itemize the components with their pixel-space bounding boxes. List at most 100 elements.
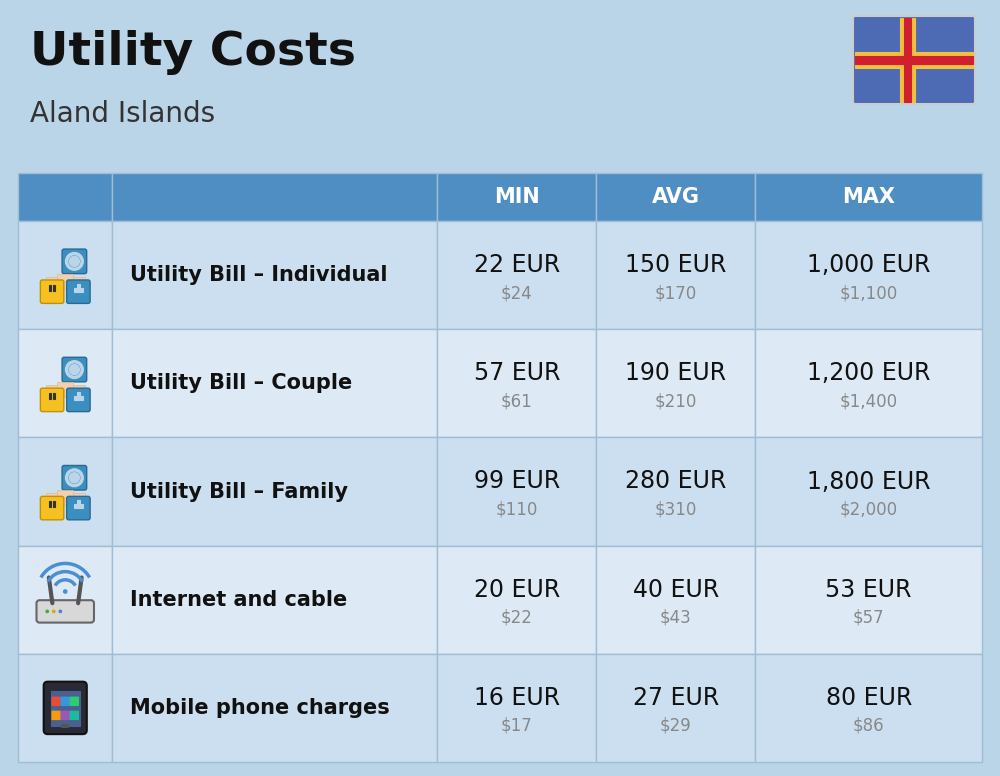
Bar — [74, 396, 83, 400]
Text: $1,100: $1,100 — [840, 284, 898, 302]
Text: 40 EUR: 40 EUR — [633, 577, 719, 601]
Text: $24: $24 — [501, 284, 533, 302]
Text: 80 EUR: 80 EUR — [826, 686, 912, 710]
Bar — [112, 546, 437, 654]
Text: Utility Bill – Individual: Utility Bill – Individual — [130, 265, 388, 285]
FancyBboxPatch shape — [62, 357, 87, 382]
Text: $210: $210 — [655, 393, 697, 411]
Bar — [18, 173, 112, 221]
Text: $110: $110 — [496, 501, 538, 518]
Bar — [596, 221, 755, 329]
Text: 280 EUR: 280 EUR — [625, 469, 727, 494]
Text: MIN: MIN — [494, 187, 540, 207]
Bar — [61, 724, 69, 728]
Text: Mobile phone charges: Mobile phone charges — [130, 698, 390, 718]
Text: 53 EUR: 53 EUR — [825, 577, 912, 601]
Bar — [53, 501, 55, 507]
FancyBboxPatch shape — [67, 280, 90, 303]
Circle shape — [45, 609, 49, 613]
Bar — [77, 392, 80, 399]
Bar — [596, 438, 755, 546]
FancyBboxPatch shape — [67, 497, 90, 520]
FancyBboxPatch shape — [40, 388, 64, 411]
Bar — [73, 277, 85, 282]
Bar — [73, 385, 85, 390]
Text: $61: $61 — [501, 393, 533, 411]
Text: MAX: MAX — [842, 187, 895, 207]
Bar — [46, 494, 57, 498]
Bar — [18, 654, 112, 762]
Bar — [77, 284, 80, 291]
Bar — [755, 438, 982, 546]
Text: $22: $22 — [501, 608, 533, 627]
Bar — [57, 382, 73, 397]
Bar — [437, 173, 596, 221]
Bar — [755, 329, 982, 438]
Circle shape — [69, 255, 80, 267]
Text: $1,400: $1,400 — [840, 393, 898, 411]
Bar — [112, 438, 437, 546]
FancyBboxPatch shape — [40, 497, 64, 520]
Bar — [855, 56, 973, 64]
Bar — [53, 285, 55, 291]
Bar — [755, 546, 982, 654]
Bar — [46, 277, 57, 282]
Bar — [18, 546, 112, 654]
Bar — [755, 173, 982, 221]
Bar — [855, 51, 973, 68]
Circle shape — [69, 364, 80, 376]
FancyBboxPatch shape — [36, 600, 94, 622]
Text: 150 EUR: 150 EUR — [625, 253, 727, 277]
Bar — [74, 504, 83, 508]
Text: 1,200 EUR: 1,200 EUR — [807, 362, 930, 386]
Text: 22 EUR: 22 EUR — [474, 253, 560, 277]
Text: $170: $170 — [655, 284, 697, 302]
FancyBboxPatch shape — [62, 249, 87, 274]
Bar — [112, 221, 437, 329]
Bar — [437, 221, 596, 329]
FancyBboxPatch shape — [60, 697, 70, 706]
Text: Internet and cable: Internet and cable — [130, 590, 348, 610]
Text: $29: $29 — [660, 717, 692, 735]
Circle shape — [52, 609, 56, 613]
Text: 1,800 EUR: 1,800 EUR — [807, 469, 931, 494]
FancyBboxPatch shape — [62, 466, 87, 490]
Bar — [596, 654, 755, 762]
FancyBboxPatch shape — [51, 697, 61, 706]
Bar — [437, 654, 596, 762]
Text: Utility Bill – Family: Utility Bill – Family — [130, 481, 348, 501]
Bar — [112, 173, 437, 221]
Text: Utility Costs: Utility Costs — [30, 30, 356, 75]
Bar — [596, 546, 755, 654]
Bar — [57, 490, 73, 505]
Bar — [112, 654, 437, 762]
Bar — [49, 285, 51, 291]
Bar — [49, 393, 51, 399]
Bar — [46, 385, 57, 390]
Text: Aland Islands: Aland Islands — [30, 100, 215, 128]
Bar — [73, 494, 85, 498]
Bar — [77, 501, 80, 507]
FancyBboxPatch shape — [67, 388, 90, 411]
Circle shape — [69, 472, 80, 483]
FancyBboxPatch shape — [853, 16, 975, 104]
Text: 16 EUR: 16 EUR — [474, 686, 560, 710]
Text: $17: $17 — [501, 717, 533, 735]
Bar — [57, 274, 73, 289]
Bar — [900, 18, 915, 102]
FancyBboxPatch shape — [70, 711, 79, 720]
Bar — [18, 438, 112, 546]
Bar — [755, 221, 982, 329]
Text: $86: $86 — [853, 717, 885, 735]
Bar — [437, 546, 596, 654]
Text: 99 EUR: 99 EUR — [474, 469, 560, 494]
Text: 20 EUR: 20 EUR — [474, 577, 560, 601]
FancyBboxPatch shape — [40, 280, 64, 303]
FancyBboxPatch shape — [70, 697, 79, 706]
Bar — [437, 438, 596, 546]
Text: AVG: AVG — [652, 187, 700, 207]
Text: 1,000 EUR: 1,000 EUR — [807, 253, 930, 277]
Bar — [18, 221, 112, 329]
Text: 190 EUR: 190 EUR — [625, 362, 726, 386]
Text: 57 EUR: 57 EUR — [474, 362, 560, 386]
